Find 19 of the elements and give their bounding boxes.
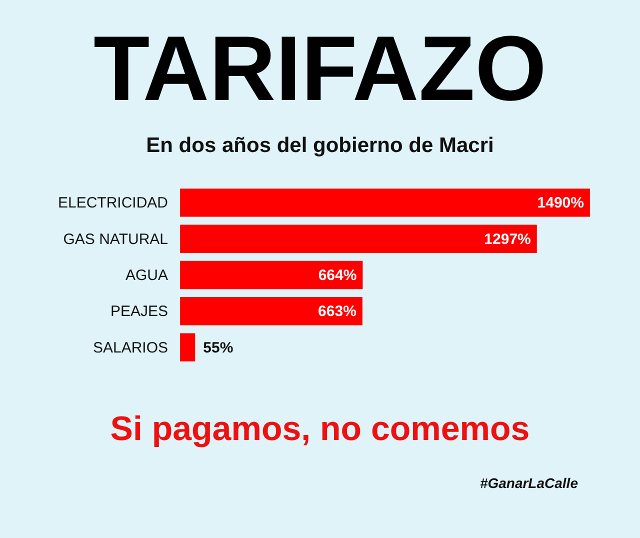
data-label: 1490% — [537, 194, 584, 212]
y-tick-label: SALARIOS — [92, 339, 168, 356]
bar — [180, 224, 537, 253]
y-tick-label: PEAJES — [110, 303, 168, 320]
y-tick-label: GAS NATURAL — [63, 230, 168, 248]
chart-title: TARIFAZO — [93, 18, 547, 120]
bar — [180, 260, 363, 290]
data-label: 664% — [318, 267, 357, 284]
chart-subtitle: En dos años del gobierno de Macri — [146, 134, 494, 157]
data-label: 663% — [318, 303, 356, 320]
bar — [180, 297, 362, 326]
data-label: 55% — [203, 339, 234, 356]
data-label: 1297% — [484, 230, 531, 248]
text: #GanarLaCalle — [480, 475, 578, 491]
bar — [180, 188, 590, 217]
bar — [180, 333, 196, 362]
text: Si pagamos, no comemos — [110, 410, 530, 448]
y-tick-label: ELECTRICIDAD — [58, 194, 168, 212]
y-tick-label: AGUA — [125, 267, 168, 284]
